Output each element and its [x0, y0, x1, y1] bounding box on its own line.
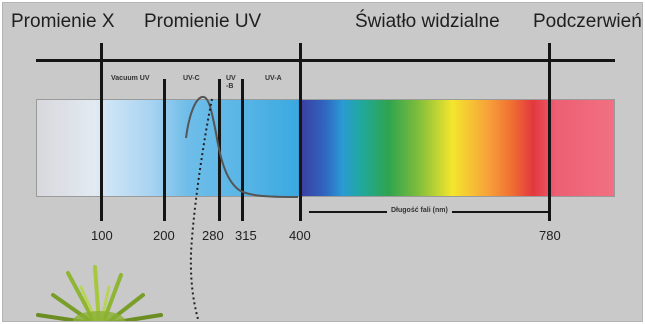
boundary-line-315 — [241, 79, 244, 221]
uv-curve-graphic — [185, 95, 299, 321]
label-uv-b-line2: -B — [226, 83, 234, 90]
boundary-line-400 — [299, 43, 302, 221]
label-uv-c: UV-C — [183, 75, 200, 82]
label-visible-light: Światło widzialne — [355, 11, 500, 32]
boundary-line-200 — [163, 79, 166, 221]
germicidal-curve — [185, 95, 299, 198]
label-uv-b-line1: UV — [226, 75, 236, 82]
label-uv-rays: Promienie UV — [144, 11, 262, 32]
wavelength-label: Długość fali (nm) — [387, 206, 452, 216]
top-divider-line — [36, 59, 615, 62]
dotted-pointer-line — [189, 98, 213, 321]
boundary-line-780 — [548, 43, 551, 221]
boundary-line-100 — [100, 43, 103, 221]
tick-label-100: 100 — [91, 228, 113, 243]
label-x-rays: Promienie X — [11, 11, 115, 32]
spectrum-bar — [36, 99, 615, 197]
label-infrared: Podczerwień — [533, 11, 642, 32]
label-uv-a: UV-A — [265, 75, 282, 82]
tick-label-200: 200 — [153, 228, 175, 243]
label-vacuum-uv: Vacuum UV — [111, 75, 150, 82]
tick-label-315: 315 — [235, 228, 257, 243]
tick-label-780: 780 — [539, 228, 561, 243]
tick-label-400: 400 — [289, 228, 311, 243]
tick-label-280: 280 — [202, 228, 224, 243]
plant-illustration — [36, 265, 163, 321]
